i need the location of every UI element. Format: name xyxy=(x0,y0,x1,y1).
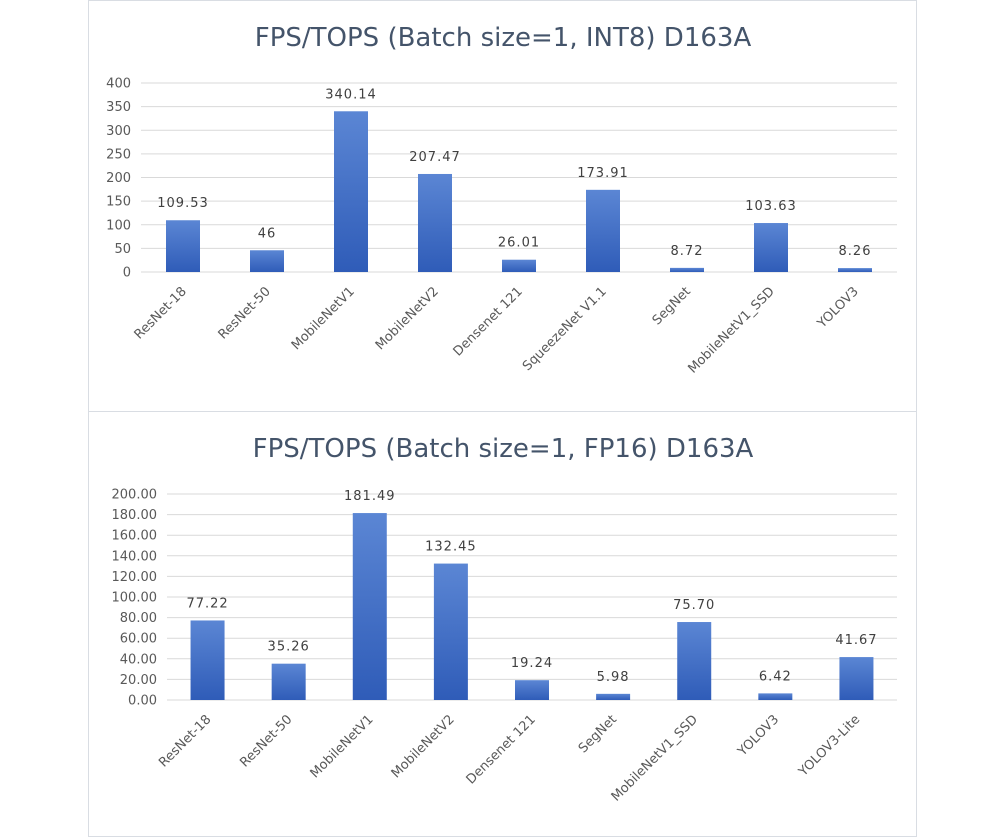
y-tick-label: 50 xyxy=(114,242,131,257)
data-label: 6.42 xyxy=(759,669,792,684)
data-label: 35.26 xyxy=(268,640,310,655)
data-label: 181.49 xyxy=(344,489,396,504)
bar xyxy=(166,220,200,272)
y-tick-label: 120.00 xyxy=(112,570,158,585)
y-tick-label: 200.00 xyxy=(112,488,158,503)
y-tick-label: 150 xyxy=(106,195,131,210)
y-tick-label: 20.00 xyxy=(120,673,157,688)
x-tick-label: MobileNetV1_SSD xyxy=(609,712,701,804)
data-label: 340.14 xyxy=(325,87,377,102)
chart-title: FPS/TOPS (Batch size=1, FP16) D163A xyxy=(253,434,754,464)
data-label: 173.91 xyxy=(577,166,629,181)
data-label: 109.53 xyxy=(157,196,209,211)
x-tick-label: SegNet xyxy=(650,284,694,328)
y-tick-label: 400 xyxy=(106,77,131,92)
bar xyxy=(334,111,368,273)
bar xyxy=(515,680,549,700)
y-tick-label: 160.00 xyxy=(112,529,158,544)
y-tick-label: 300 xyxy=(106,124,131,139)
data-label: 46 xyxy=(258,226,277,241)
x-tick-label: ResNet-50 xyxy=(237,712,295,770)
bar xyxy=(250,250,284,272)
bar xyxy=(418,173,452,272)
y-tick-label: 100 xyxy=(106,218,131,233)
bar xyxy=(502,259,536,272)
data-label: 26.01 xyxy=(498,236,540,251)
y-tick-label: 200 xyxy=(106,171,131,186)
x-tick-label: MobileNetV2 xyxy=(389,712,458,781)
y-tick-label: 80.00 xyxy=(120,611,157,626)
data-label: 75.70 xyxy=(673,598,715,613)
y-tick-label: 350 xyxy=(106,100,131,115)
bar xyxy=(190,620,225,700)
chart-panel-int8: FPS/TOPS (Batch size=1, INT8) D163A 0 50 1… xyxy=(88,0,917,413)
y-tick-label: 250 xyxy=(106,147,131,162)
y-tick-label: 100.00 xyxy=(112,591,158,606)
data-label: 207.47 xyxy=(409,150,461,165)
x-tick-label: MobileNetV1 xyxy=(308,712,377,781)
bar xyxy=(596,693,631,700)
x-tick-label: Densenet 121 xyxy=(464,712,539,787)
bar xyxy=(670,267,704,272)
bar xyxy=(433,563,468,700)
x-tick-label: YOLOV3 xyxy=(734,712,782,760)
chart-title: FPS/TOPS (Batch size=1, INT8) D163A xyxy=(255,23,752,53)
x-tick-label: ResNet-50 xyxy=(216,284,274,342)
y-tick-label: 180.00 xyxy=(112,508,158,523)
chart-int8: FPS/TOPS (Batch size=1, INT8) D163A 0 50 1… xyxy=(106,23,897,377)
chart-fp16: FPS/TOPS (Batch size=1, FP16) D163A 0.00… xyxy=(112,434,897,805)
data-label: 8.26 xyxy=(839,244,872,259)
x-tick-label: YOLOV3-Lite xyxy=(795,712,863,780)
y-tick-label: 40.00 xyxy=(120,652,157,667)
bar xyxy=(352,513,387,700)
y-tick-label: 140.00 xyxy=(112,549,158,564)
chart-panel-fp16: FPS/TOPS (Batch size=1, FP16) D163A 0.00… xyxy=(88,411,917,837)
data-label: 19.24 xyxy=(511,656,553,671)
x-tick-label: ResNet-18 xyxy=(156,712,214,770)
data-label: 103.63 xyxy=(745,199,797,214)
x-tick-label: Densenet 121 xyxy=(451,284,526,359)
bar xyxy=(758,693,793,700)
x-tick-label: SegNet xyxy=(576,712,620,756)
bar xyxy=(839,657,874,700)
data-label: 41.67 xyxy=(835,633,877,648)
y-tick-label: 0.00 xyxy=(128,694,157,709)
x-tick-label: MobileNetV2 xyxy=(373,284,442,353)
x-tick-label: MobileNetV1_SSD xyxy=(685,284,777,376)
y-tick-label: 60.00 xyxy=(120,632,157,647)
data-label: 8.72 xyxy=(671,244,704,259)
bar xyxy=(271,663,306,700)
y-tick-label: 0 xyxy=(123,266,131,281)
x-tick-label: SqueezeNet V1.1 xyxy=(520,284,610,374)
x-tick-label: MobileNetV1 xyxy=(289,284,358,353)
bar xyxy=(754,223,788,272)
bar xyxy=(586,189,620,272)
bar xyxy=(838,268,872,272)
bar xyxy=(677,622,712,700)
data-label: 132.45 xyxy=(425,540,477,555)
data-label: 77.22 xyxy=(186,596,228,611)
x-tick-label: ResNet-18 xyxy=(132,284,190,342)
x-tick-label: YOLOV3 xyxy=(814,284,862,332)
data-label: 5.98 xyxy=(597,670,630,685)
